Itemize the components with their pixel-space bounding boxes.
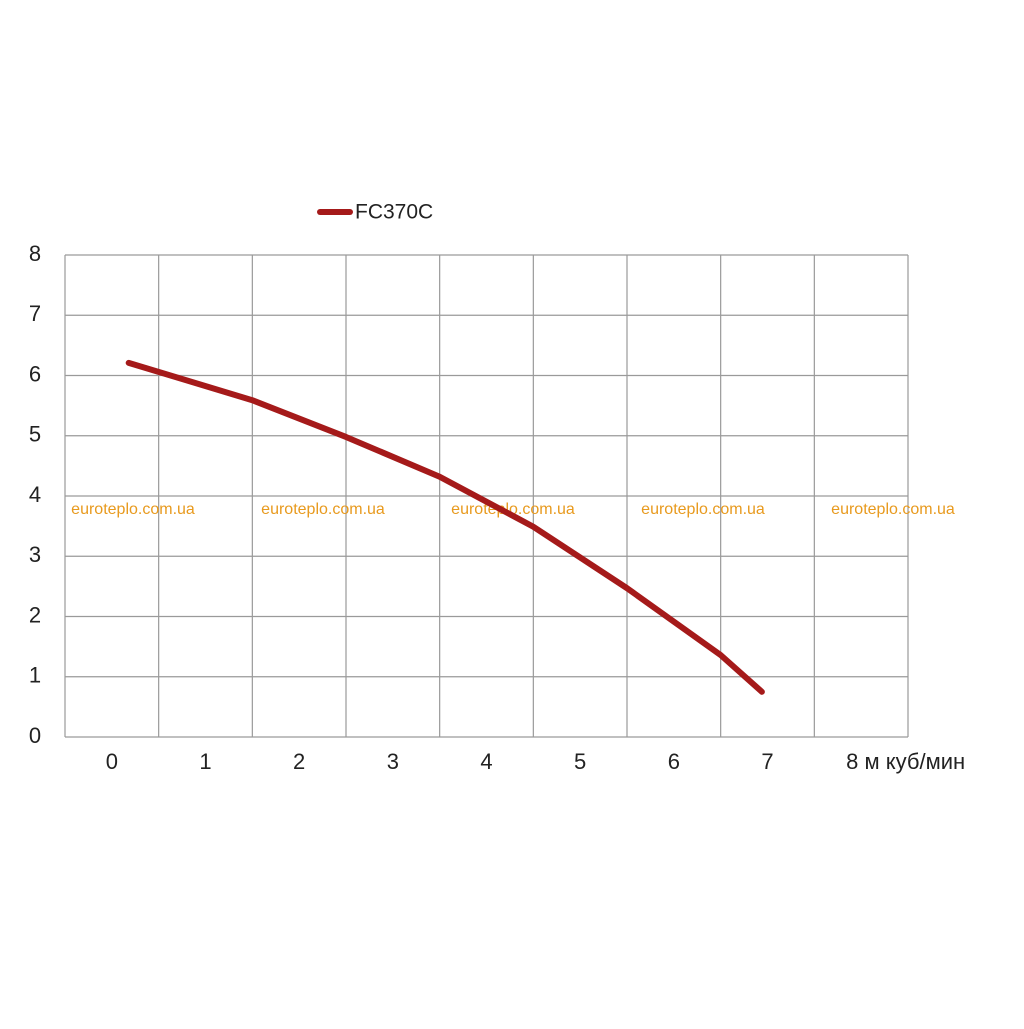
watermark: euroteplo.com.ua bbox=[71, 501, 195, 518]
x-tick-label: 7 bbox=[761, 749, 773, 774]
x-tick-label: 1 bbox=[199, 749, 211, 774]
y-tick-label: 2 bbox=[29, 602, 41, 627]
x-tick-label: 0 bbox=[106, 749, 118, 774]
x-tick-label: 6 bbox=[668, 749, 680, 774]
y-tick-label: 6 bbox=[29, 361, 41, 386]
y-tick-label: 1 bbox=[29, 663, 41, 688]
x-tick-label: 4 bbox=[480, 749, 492, 774]
x-tick-label: 8 м куб/мин bbox=[846, 749, 965, 774]
y-tick-label: 8 bbox=[29, 241, 41, 266]
x-tick-label: 2 bbox=[293, 749, 305, 774]
watermark: euroteplo.com.ua bbox=[831, 501, 955, 518]
y-tick-label: 0 bbox=[29, 723, 41, 748]
y-tick-label: 5 bbox=[29, 422, 41, 447]
x-tick-label: 3 bbox=[387, 749, 399, 774]
y-tick-label: 3 bbox=[29, 542, 41, 567]
watermark: euroteplo.com.ua bbox=[451, 501, 575, 518]
series-line bbox=[125, 359, 765, 695]
y-tick-label: 4 bbox=[29, 482, 41, 507]
y-tick-label: 7 bbox=[29, 301, 41, 326]
watermark: euroteplo.com.ua bbox=[261, 501, 385, 518]
legend-label: FC370C bbox=[355, 201, 433, 224]
watermark: euroteplo.com.ua bbox=[641, 501, 765, 518]
x-tick-label: 5 bbox=[574, 749, 586, 774]
